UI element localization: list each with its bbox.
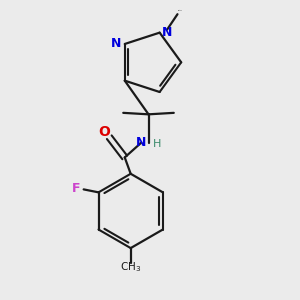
Text: N: N (111, 37, 122, 50)
Text: methyl: methyl (178, 9, 183, 11)
Text: N: N (136, 136, 147, 149)
Text: CH$_3$: CH$_3$ (120, 260, 141, 274)
Text: N: N (162, 26, 172, 38)
Text: H: H (153, 140, 162, 149)
Text: F: F (72, 182, 81, 195)
Text: O: O (98, 125, 110, 139)
